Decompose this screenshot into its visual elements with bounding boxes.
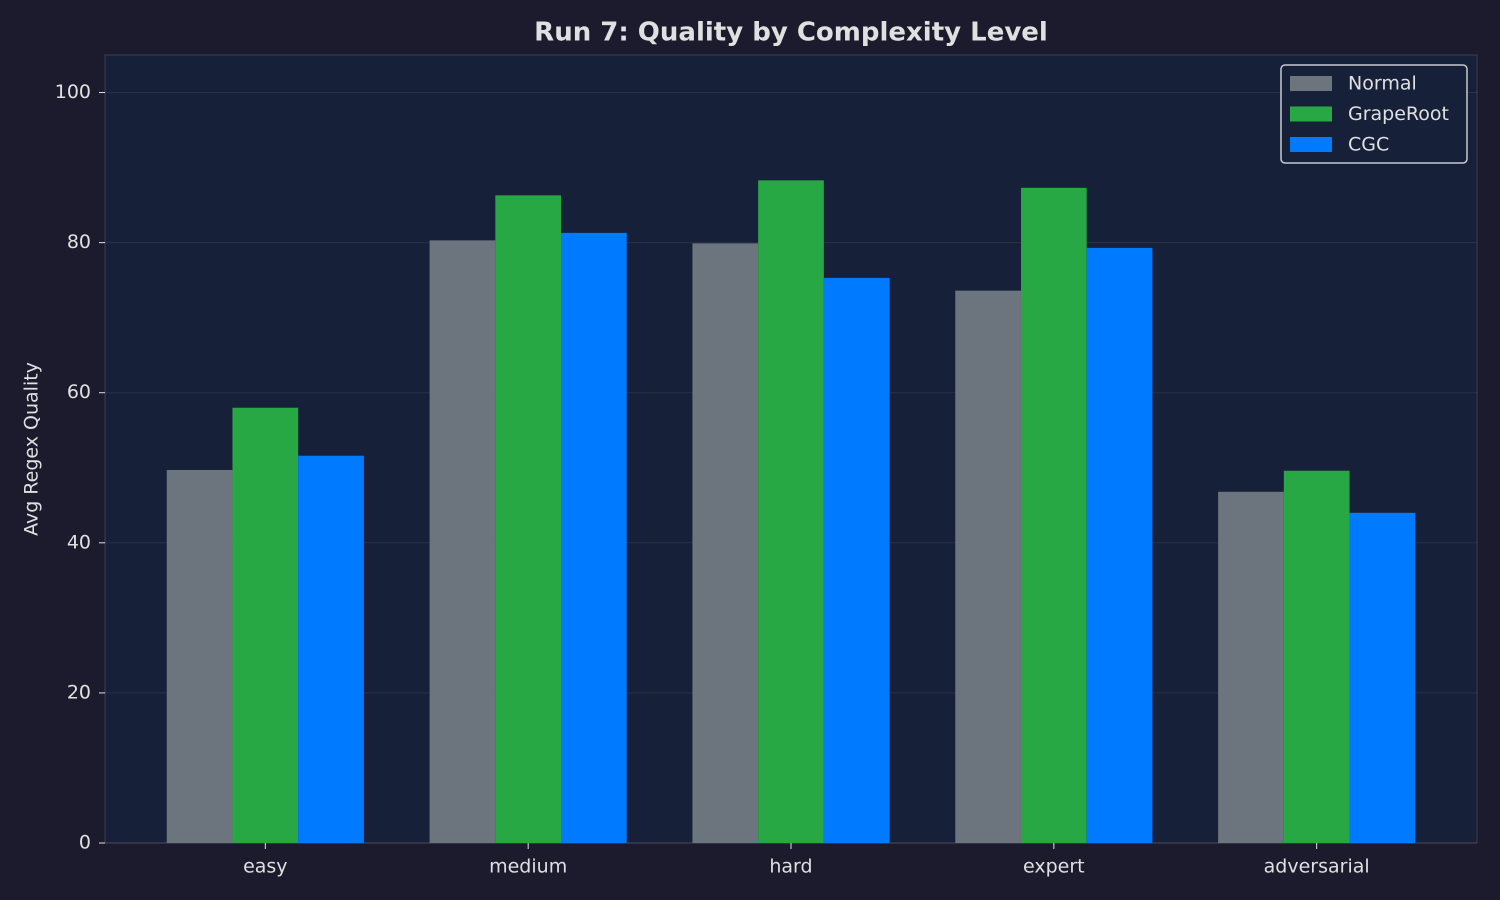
bar bbox=[1086, 247, 1153, 843]
legend-swatch bbox=[1290, 106, 1332, 122]
legend-label: Normal bbox=[1348, 73, 1417, 95]
bar bbox=[232, 407, 299, 843]
bar bbox=[429, 240, 496, 843]
bar bbox=[692, 243, 759, 844]
x-tick-label: easy bbox=[243, 856, 287, 878]
y-tick-label: 40 bbox=[67, 531, 91, 553]
y-tick-label: 0 bbox=[79, 832, 91, 854]
chart-title: Run 7: Quality by Complexity Level bbox=[534, 18, 1048, 48]
bar bbox=[955, 290, 1021, 843]
bar bbox=[166, 470, 233, 843]
bar bbox=[1283, 470, 1350, 843]
bar bbox=[1349, 512, 1416, 843]
y-tick-label: 60 bbox=[67, 381, 91, 403]
x-tick-label: hard bbox=[769, 856, 812, 878]
y-tick-label: 20 bbox=[67, 681, 91, 703]
y-tick-label: 100 bbox=[55, 81, 91, 103]
x-tick-label: medium bbox=[489, 856, 567, 878]
x-tick-label: expert bbox=[1023, 856, 1085, 878]
bar bbox=[561, 232, 627, 843]
legend-swatch bbox=[1290, 137, 1332, 152]
bar bbox=[298, 455, 364, 843]
bar bbox=[823, 277, 890, 843]
bar bbox=[758, 180, 824, 843]
legend-label: CGC bbox=[1348, 134, 1389, 156]
bar bbox=[1020, 187, 1087, 843]
x-tick-label: adversarial bbox=[1264, 856, 1370, 878]
y-axis-label: Avg Regex Quality bbox=[21, 362, 43, 536]
bar bbox=[495, 195, 562, 843]
legend-label: GrapeRoot bbox=[1348, 103, 1449, 125]
legend-swatch bbox=[1290, 76, 1332, 91]
bar bbox=[1218, 491, 1284, 843]
y-tick-label: 80 bbox=[67, 231, 91, 253]
